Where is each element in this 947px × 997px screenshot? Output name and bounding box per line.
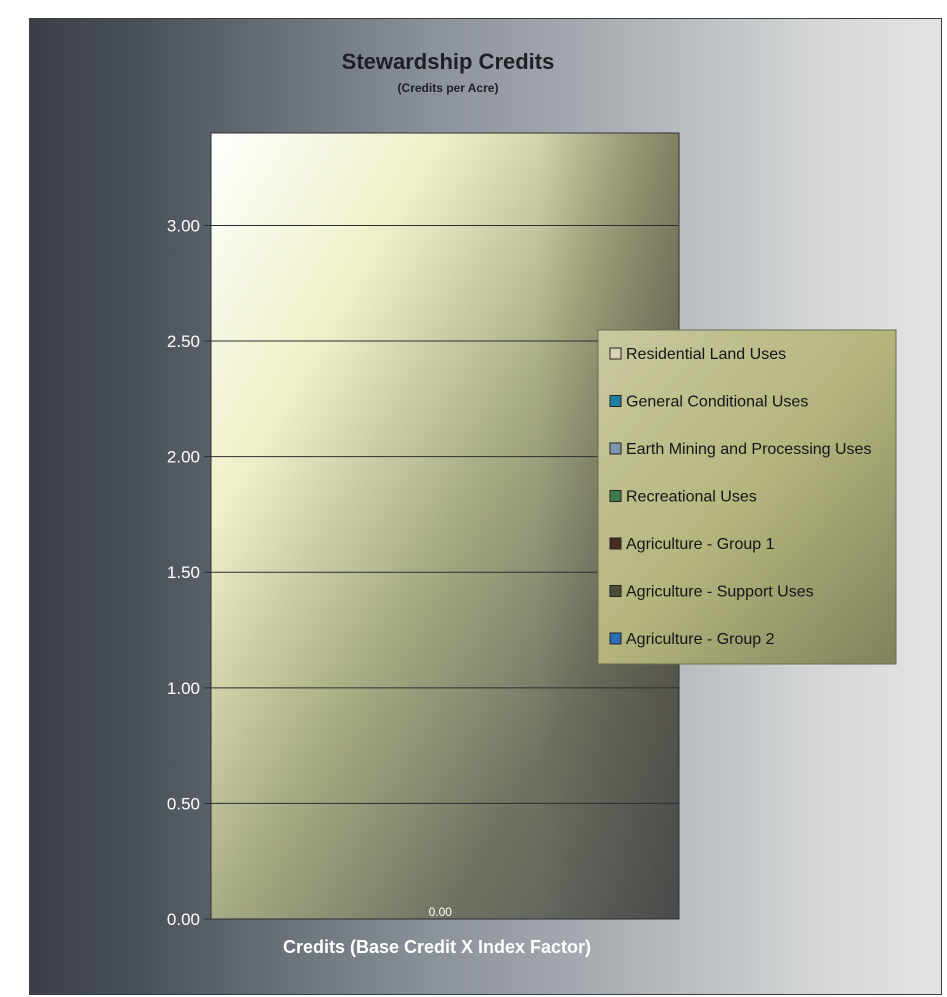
data-labels: 0.00 [429, 905, 453, 919]
y-axis-ticks: 0.00 0.50 1.00 1.50 2.00 2.50 3.00 [167, 216, 200, 929]
legend-items: Residential Land Uses General Conditional… [609, 346, 871, 648]
legend-swatch [609, 347, 622, 360]
legend-label: General Conditional Uses [626, 394, 808, 411]
legend-swatch [609, 632, 622, 645]
legend-label: Earth Mining and Processing Uses [626, 441, 871, 458]
legend-swatch [609, 585, 622, 597]
data-label: 0.00 [429, 905, 453, 919]
legend-swatch [609, 537, 622, 550]
y-tick-label: 2.50 [167, 332, 200, 351]
y-tick-label: 3.00 [167, 216, 200, 235]
y-tick-label: 2.00 [167, 448, 200, 467]
y-tick-label: 1.00 [167, 679, 200, 698]
legend-swatch [609, 442, 622, 455]
x-axis-label: Credits (Base Credit X Index Factor) [283, 937, 591, 957]
legend-label: Agriculture - Group 1 [626, 536, 775, 553]
chart-title: Stewardship Credits [342, 49, 555, 74]
legend-label: Agriculture - Support Uses [626, 584, 814, 601]
legend-label: Agriculture - Group 2 [626, 631, 775, 648]
legend-label: Recreational Uses [626, 489, 757, 506]
y-tick-label: 0.50 [167, 794, 200, 813]
y-tick-label: 1.50 [167, 563, 200, 582]
legend-swatch [609, 490, 622, 502]
chart-legend: Residential Land Uses General Conditional… [597, 329, 897, 665]
chart-frame: Stewardship Credits (Credits per Acre) 0… [29, 18, 942, 995]
chart-subtitle: (Credits per Acre) [398, 81, 499, 95]
y-tick-label: 0.00 [167, 910, 200, 929]
chart-svg: Stewardship Credits (Credits per Acre) 0… [167, 49, 897, 957]
legend-swatch [609, 395, 622, 407]
legend-box [597, 329, 897, 665]
legend-label: Residential Land Uses [626, 346, 786, 363]
